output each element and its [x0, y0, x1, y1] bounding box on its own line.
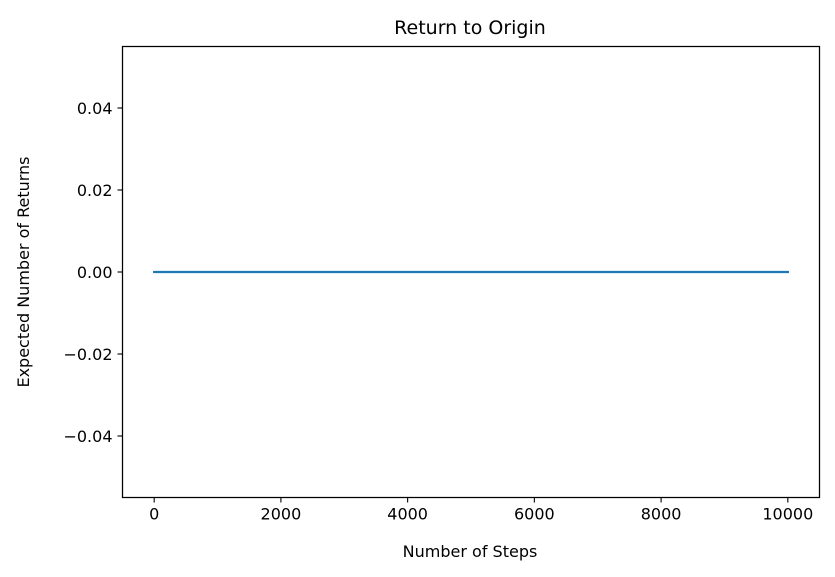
- x-axis-label: Number of Steps: [403, 542, 538, 561]
- y-axis-label: Expected Number of Returns: [14, 156, 33, 387]
- plot-frame: [121, 45, 821, 499]
- y-tick-label: −0.04: [63, 427, 112, 446]
- x-tick-label: 4000: [387, 505, 428, 524]
- x-tick-label: 2000: [261, 505, 302, 524]
- x-axis-ticks: 0 2000 4000 6000 8000 10000: [149, 497, 813, 524]
- y-tick-label: −0.02: [63, 345, 112, 364]
- x-tick-label: 6000: [514, 505, 555, 524]
- y-tick-label: 0.04: [77, 99, 113, 118]
- x-tick-label: 0: [149, 505, 159, 524]
- y-tick-label: 0.02: [77, 181, 113, 200]
- y-tick-label: 0.00: [77, 263, 113, 282]
- x-tick-label: 10000: [762, 505, 813, 524]
- y-axis-ticks: 0.04 0.02 0.00 −0.02 −0.04: [63, 99, 123, 446]
- chart-title: Return to Origin: [394, 17, 546, 39]
- x-tick-label: 8000: [641, 505, 682, 524]
